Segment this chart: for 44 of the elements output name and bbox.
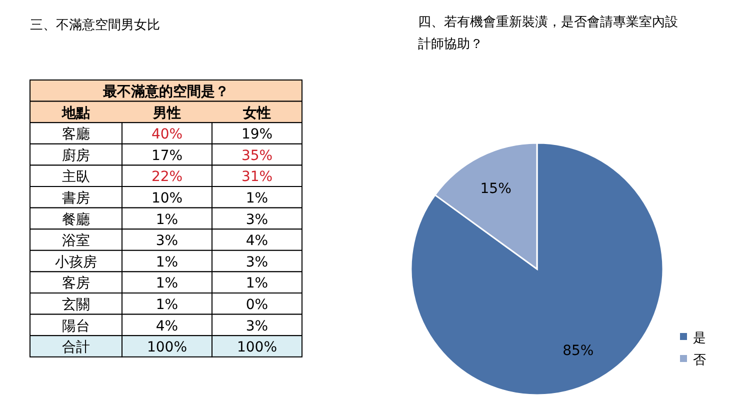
data-label: 22% — [151, 169, 183, 186]
y-tick-label: 書房 — [62, 190, 90, 206]
y-tick-label: 浴室 — [62, 233, 90, 250]
data-label: 85% — [562, 342, 594, 359]
data-label: 3% — [246, 318, 268, 334]
data-label: 100% — [236, 340, 278, 356]
y-axis-title: 地點 — [61, 105, 90, 122]
chart-subtitle: 最不滿意的空間是？ — [102, 83, 229, 100]
data-label: 1% — [246, 276, 268, 292]
data-label: 100% — [146, 340, 188, 356]
x-tick-label: 男性 — [152, 105, 181, 122]
y-tick-label: 客廳 — [62, 126, 90, 143]
data-label: 10% — [151, 190, 183, 206]
data-label: 4% — [156, 318, 178, 334]
y-tick-label: 玄關 — [62, 297, 90, 313]
y-tick-label: 客房 — [62, 276, 90, 292]
chart-title: 四、若有機會重新裝潢，是否會請專業室內設計師協助？ — [418, 14, 679, 54]
data-label: 15% — [480, 181, 512, 198]
data-label: 1% — [156, 276, 178, 292]
data-label: 0% — [246, 297, 268, 313]
data-label: 40% — [151, 126, 183, 143]
chart-title: 三、不滿意空間男女比 — [30, 17, 160, 34]
data-label: 3% — [156, 233, 178, 250]
pie-slice — [410, 142, 664, 396]
data-label: 35% — [241, 148, 273, 164]
data-label: 1% — [156, 297, 178, 313]
data-label: 3% — [246, 254, 268, 270]
data-label: 4% — [246, 233, 268, 250]
y-tick-label: 廚房 — [62, 148, 90, 164]
data-label: 1% — [156, 212, 178, 228]
data-label: 19% — [241, 126, 273, 143]
data-label: 1% — [156, 254, 178, 270]
legend-label: 否 — [693, 353, 706, 368]
legend-label: 是 — [693, 331, 706, 346]
y-tick-label: 小孩房 — [55, 254, 97, 270]
data-label: 1% — [246, 190, 268, 206]
y-tick-label: 合計 — [62, 340, 90, 356]
y-tick-label: 餐廳 — [62, 212, 90, 228]
data-label: 31% — [241, 169, 273, 186]
data-label: 17% — [151, 148, 183, 164]
x-tick-label: 女性 — [242, 105, 271, 122]
data-label: 3% — [246, 212, 268, 228]
y-tick-label: 主臥 — [62, 169, 90, 186]
y-tick-label: 陽台 — [62, 318, 90, 334]
